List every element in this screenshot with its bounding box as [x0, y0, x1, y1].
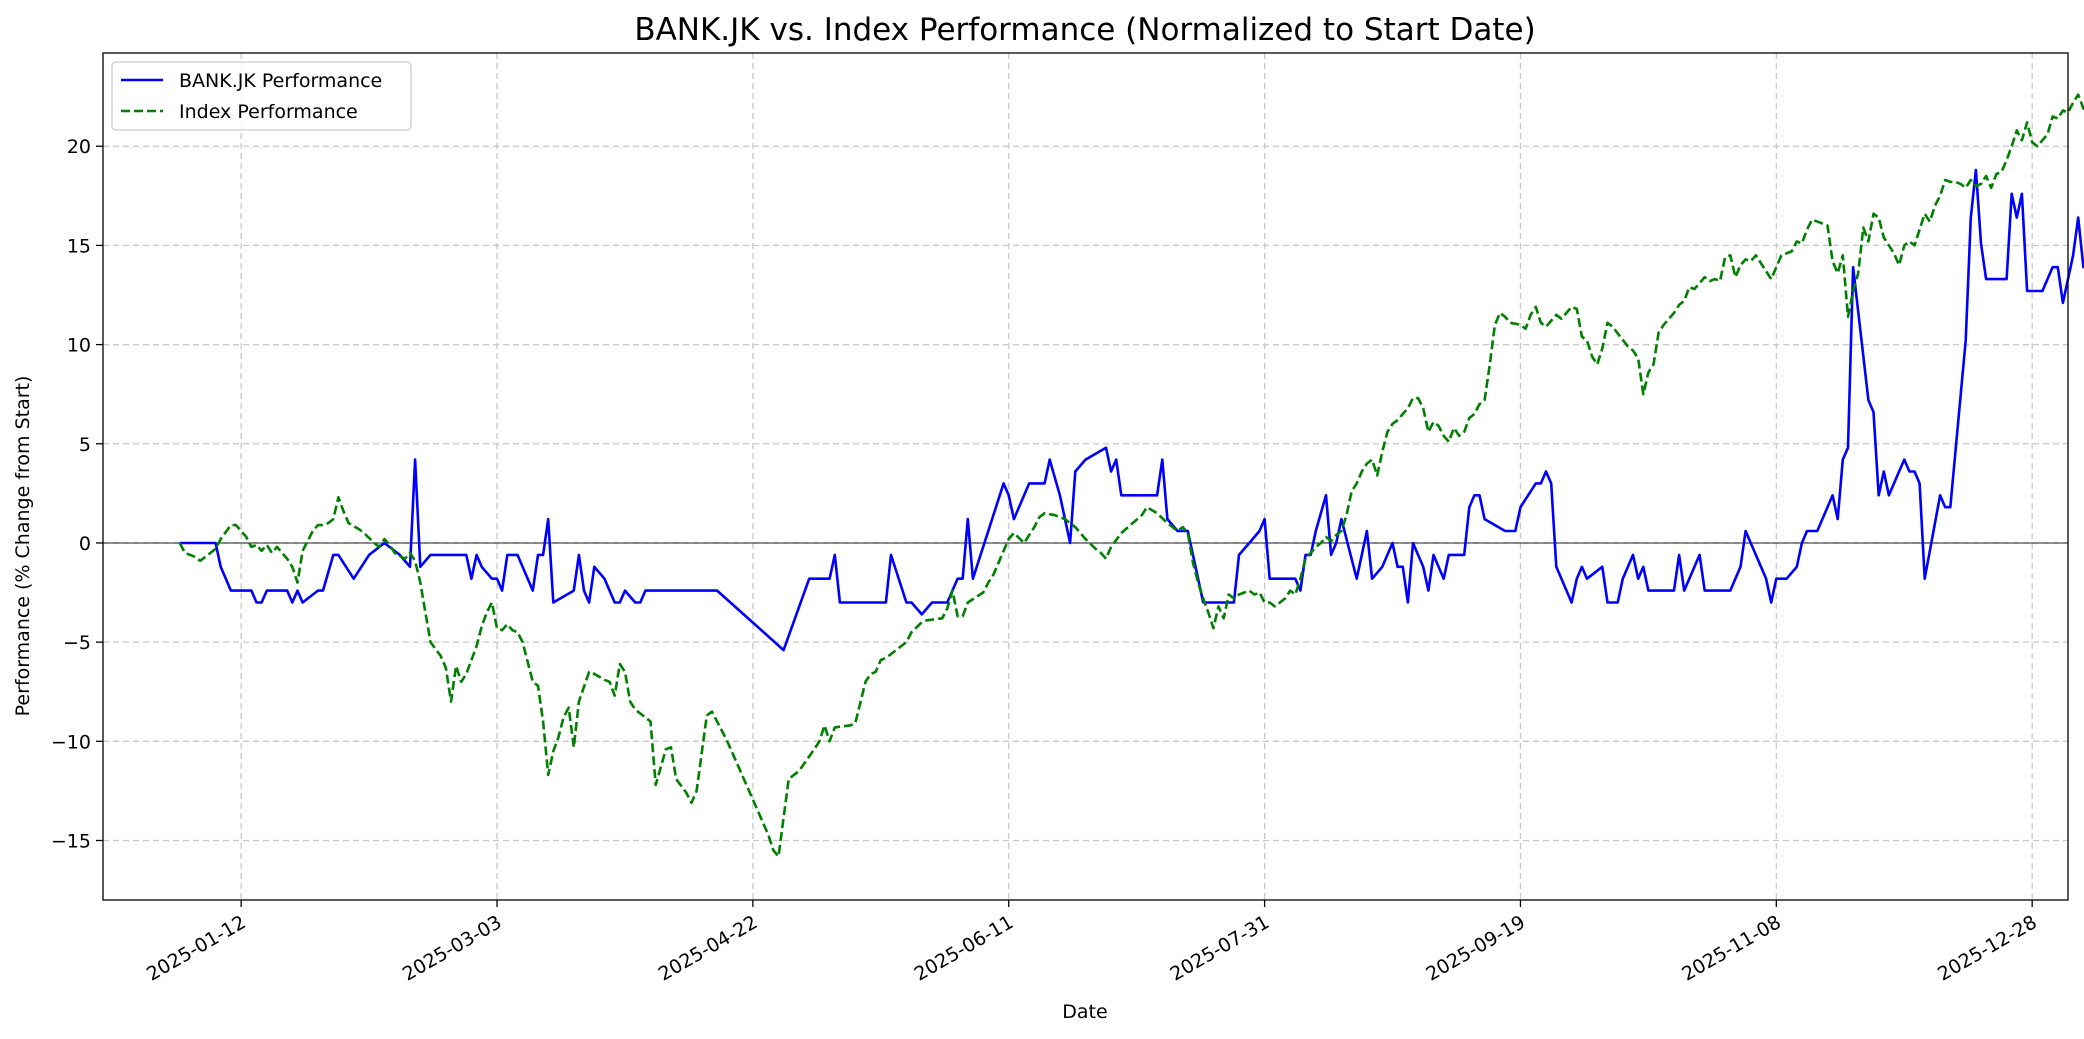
y-tick-label: 15 — [67, 235, 91, 257]
legend-label: Index Performance — [179, 101, 358, 123]
y-tick-label: 0 — [79, 533, 91, 555]
y-tick-label: −10 — [51, 731, 91, 753]
plot-frame — [102, 52, 2069, 901]
legend-box — [111, 61, 412, 131]
index-series-line — [178, 93, 2084, 858]
y-tick-label: −5 — [63, 632, 91, 654]
legend-label: BANK.JK Performance — [179, 70, 382, 92]
y-tick-label: 10 — [67, 335, 91, 357]
y-axis-label: Performance (% Change from Start) — [12, 376, 34, 717]
y-axis-ticks: −15 −10 −5 0 5 10 15 20 — [51, 136, 103, 852]
y-tick-label: 20 — [67, 136, 91, 158]
chart-title: BANK.JK vs. Index Performance (Normalize… — [634, 12, 1535, 48]
legend: BANK.JK Performance Index Performance — [111, 61, 412, 131]
x-axis-label: Date — [1062, 1001, 1107, 1023]
series-layer — [178, 93, 2084, 858]
y-tick-label: −15 — [51, 830, 91, 852]
y-tick-label: 5 — [79, 434, 91, 456]
